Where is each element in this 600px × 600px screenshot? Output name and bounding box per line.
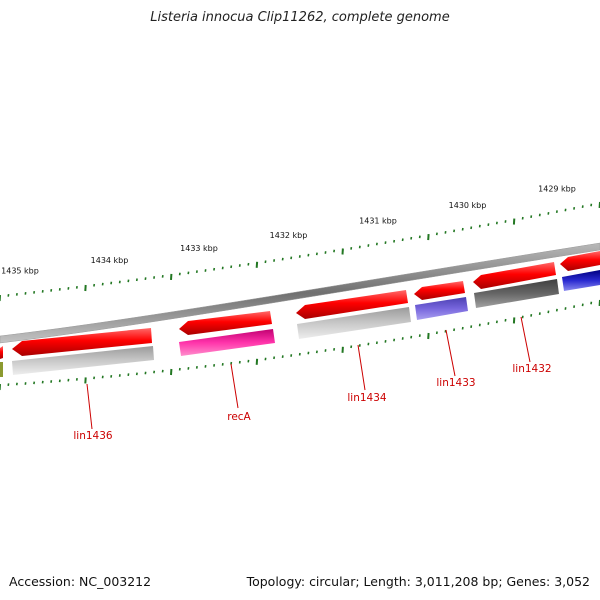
tick-label: 1431 kbp	[359, 217, 397, 226]
gene-arrow-lin1432[interactable]	[473, 262, 556, 289]
gene-arrow-recA[interactable]	[179, 311, 272, 335]
gene-label-group: lin1436 recA lin1434 lin1433 lin1432	[73, 363, 551, 442]
topology-label: Topology:	[246, 574, 306, 589]
tick-label: 1430 kbp	[449, 201, 487, 210]
tick-label: 1432 kbp	[270, 231, 308, 240]
tick-labels: 1429 kbp 1430 kbp 1431 kbp 1432 kbp 1433 kbp…	[1, 184, 576, 275]
leader-recA	[230, 363, 239, 409]
gene-arrow-next[interactable]	[560, 251, 600, 271]
gene-label-lin1432[interactable]: lin1432	[512, 363, 551, 375]
tick-label: 1434 kbp	[91, 256, 129, 265]
function-block-next[interactable]	[562, 270, 600, 291]
gene-label-lin1436[interactable]: lin1436	[73, 430, 113, 442]
genome-backbone	[0, 242, 600, 344]
outer-tick-ring	[0, 201, 600, 302]
gene-label-lin1434[interactable]: lin1434	[347, 392, 387, 404]
accession-value: NC_003212	[79, 574, 152, 589]
genes-label: Genes:	[506, 574, 551, 589]
length-label: Length:	[363, 574, 411, 589]
function-block-lin1434[interactable]	[297, 307, 411, 339]
gene-label-lin1433[interactable]: lin1433	[436, 377, 475, 389]
function-block-lin1436[interactable]	[12, 346, 154, 375]
gene-arrow-lin1433[interactable]	[414, 281, 465, 300]
function-block-left-edge[interactable]	[0, 362, 3, 377]
leader-lin1436	[86, 383, 93, 430]
map-title: Listeria innocua Clip11262, complete gen…	[150, 10, 450, 25]
genes-value: 3,052	[554, 574, 590, 589]
label-leaders	[86, 316, 531, 430]
gene-label-recA[interactable]: recA	[227, 411, 251, 423]
gene-arrow-left-edge[interactable]	[0, 346, 3, 359]
gene-arrow-lin1434[interactable]	[296, 290, 408, 319]
gene-arrow-lin1436[interactable]	[12, 328, 152, 356]
tick-label: 1435 kbp	[1, 267, 39, 276]
tick-label: 1429 kbp	[538, 184, 576, 193]
leader-lin1432	[520, 316, 531, 363]
topology-value: circular	[309, 574, 356, 589]
accession-info: Accession: NC_003212	[9, 574, 151, 589]
gene-track-cds	[0, 251, 600, 359]
function-block-recA[interactable]	[179, 329, 275, 356]
leader-lin1434	[357, 344, 366, 391]
function-block-lin1433[interactable]	[415, 297, 468, 320]
length-value: 3,011,208 bp	[414, 574, 499, 589]
tick-label: 1433 kbp	[180, 244, 218, 253]
gene-track-function	[0, 270, 600, 377]
leader-lin1433	[445, 329, 456, 377]
function-block-lin1432[interactable]	[474, 279, 559, 308]
inner-tick-ring	[0, 299, 600, 391]
accession-label: Accession:	[9, 574, 76, 589]
genome-stats: Topology: circular; Length: 3,011,208 bp…	[246, 574, 590, 589]
